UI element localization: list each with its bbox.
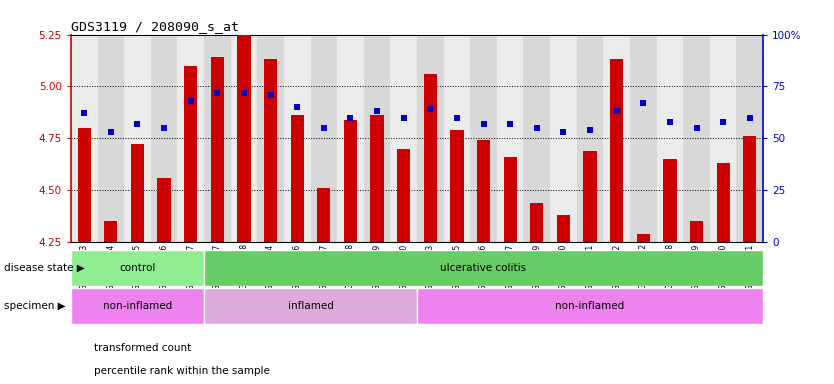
Bar	[610, 60, 623, 242]
Point	[424, 106, 437, 112]
Bar	[204, 288, 417, 324]
Bar	[603, 35, 630, 242]
Bar	[444, 35, 470, 242]
Text: percentile rank within the sample: percentile rank within the sample	[94, 366, 270, 376]
Bar	[317, 188, 330, 242]
Point	[264, 92, 277, 98]
Bar	[344, 119, 357, 242]
Point	[158, 125, 171, 131]
Point	[450, 114, 464, 121]
Bar	[178, 35, 204, 242]
Bar	[417, 288, 763, 324]
Bar	[71, 288, 204, 324]
Bar	[636, 233, 650, 242]
Bar	[370, 116, 384, 242]
Bar	[524, 35, 550, 242]
Bar	[204, 250, 763, 286]
Text: disease state ▶: disease state ▶	[4, 263, 85, 273]
Bar	[397, 149, 410, 242]
Text: inflamed: inflamed	[288, 301, 334, 311]
Bar	[424, 74, 437, 242]
Point	[370, 108, 384, 114]
Point	[636, 100, 650, 106]
Bar	[710, 35, 736, 242]
Point	[557, 129, 570, 135]
Text: non-inflamed: non-inflamed	[103, 301, 172, 311]
Text: ulcerative colitis: ulcerative colitis	[440, 263, 526, 273]
Bar	[204, 35, 231, 242]
Point	[237, 89, 250, 96]
Point	[344, 114, 357, 121]
Bar	[264, 60, 277, 242]
Text: specimen ▶: specimen ▶	[4, 301, 66, 311]
Bar	[530, 202, 544, 242]
Bar	[656, 35, 683, 242]
Bar	[663, 159, 676, 242]
Text: transformed count: transformed count	[94, 343, 192, 353]
Point	[131, 121, 144, 127]
Bar	[736, 35, 763, 242]
Text: non-inflamed: non-inflamed	[555, 301, 625, 311]
Bar	[364, 35, 390, 242]
Bar	[450, 130, 464, 242]
Bar	[131, 144, 144, 242]
Point	[530, 125, 544, 131]
Point	[211, 89, 224, 96]
Bar	[211, 57, 224, 242]
Bar	[231, 35, 257, 242]
Bar	[390, 35, 417, 242]
Bar	[104, 221, 118, 242]
Text: GDS3119 / 208090_s_at: GDS3119 / 208090_s_at	[71, 20, 239, 33]
Point	[317, 125, 330, 131]
Bar	[151, 35, 178, 242]
Bar	[284, 35, 310, 242]
Bar	[71, 250, 204, 286]
Point	[184, 98, 198, 104]
Bar	[497, 35, 524, 242]
Bar	[630, 35, 656, 242]
Text: control: control	[119, 263, 156, 273]
Bar	[158, 178, 171, 242]
Bar	[78, 128, 91, 242]
Bar	[504, 157, 517, 242]
Bar	[310, 35, 337, 242]
Bar	[577, 35, 603, 242]
Point	[504, 121, 517, 127]
Bar	[550, 35, 577, 242]
Bar	[257, 35, 284, 242]
Bar	[557, 215, 570, 242]
Point	[743, 114, 756, 121]
Bar	[477, 140, 490, 242]
Point	[663, 119, 676, 125]
Bar	[98, 35, 124, 242]
Point	[104, 129, 118, 135]
Bar	[290, 116, 304, 242]
Bar	[417, 35, 444, 242]
Bar	[71, 35, 98, 242]
Point	[583, 127, 596, 133]
Point	[78, 110, 91, 116]
Bar	[716, 163, 730, 242]
Point	[477, 121, 490, 127]
Bar	[124, 35, 151, 242]
Bar	[238, 35, 250, 242]
Point	[290, 104, 304, 110]
Bar	[584, 151, 596, 242]
Bar	[470, 35, 497, 242]
Bar	[337, 35, 364, 242]
Point	[716, 119, 730, 125]
Bar	[184, 66, 198, 242]
Bar	[690, 221, 703, 242]
Bar	[683, 35, 710, 242]
Point	[690, 125, 703, 131]
Point	[397, 114, 410, 121]
Bar	[743, 136, 756, 242]
Point	[610, 108, 623, 114]
